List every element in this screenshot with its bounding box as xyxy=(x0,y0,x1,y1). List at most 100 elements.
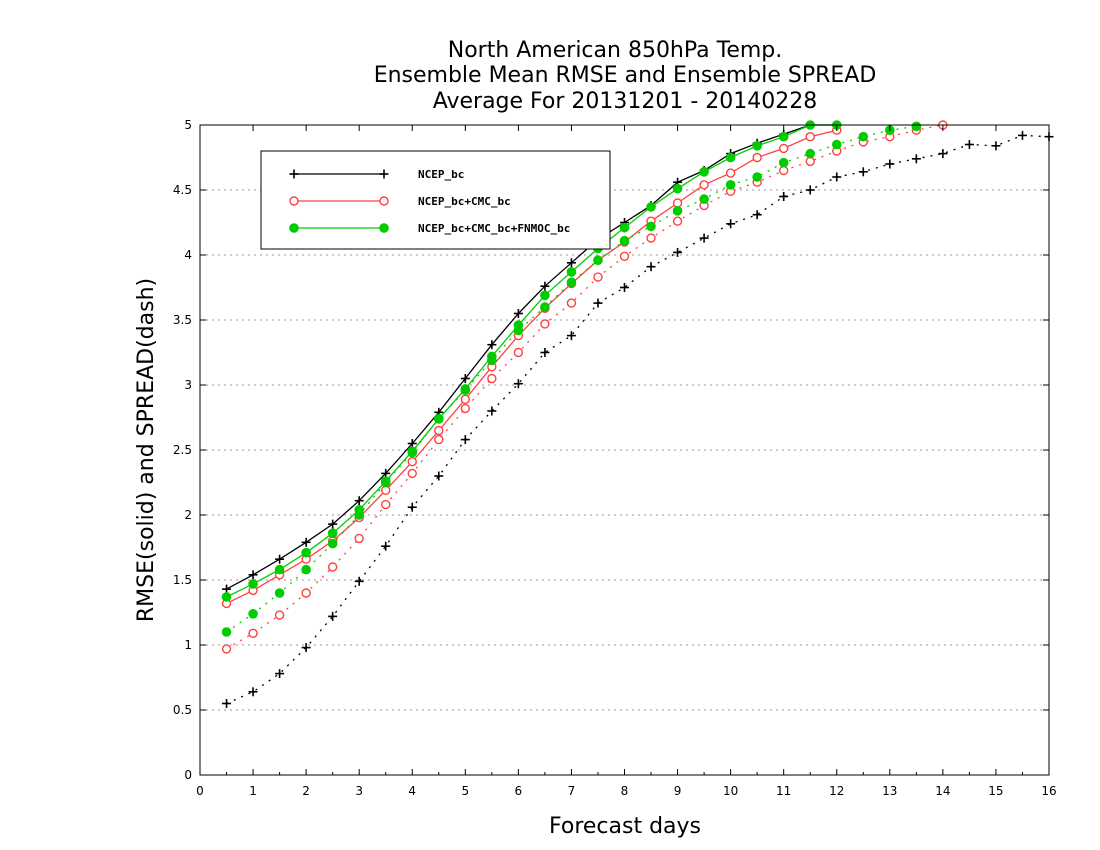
legend-item: NCEP_bc+CMC_bc xyxy=(289,195,511,208)
data-point xyxy=(487,340,497,350)
legend: NCEP_bc NCEP_bc+CMC_bc NCEP_bc+CMC_bc+FNMO… xyxy=(260,150,611,250)
data-point xyxy=(752,210,762,220)
legend-item: NCEP_bc+CMC_bc+FNMOC_bc xyxy=(289,222,570,235)
data-point xyxy=(513,325,524,336)
data-point xyxy=(699,180,709,190)
data-point xyxy=(221,592,232,602)
data-point xyxy=(725,168,736,178)
data-point xyxy=(248,579,258,589)
y-tick-label: 0 xyxy=(184,768,192,782)
data-point xyxy=(328,611,338,621)
data-point xyxy=(566,267,577,277)
data-point xyxy=(1017,130,1027,140)
data-point xyxy=(699,194,709,204)
y-tick-label: 3.5 xyxy=(173,313,192,327)
data-point xyxy=(832,172,842,182)
legend-box xyxy=(260,150,611,250)
data-point xyxy=(381,541,391,551)
data-point xyxy=(513,309,523,318)
y-tick-label: 5 xyxy=(184,118,192,132)
data-point xyxy=(858,167,868,177)
data-point xyxy=(327,528,338,539)
data-point xyxy=(540,281,550,291)
legend-marker xyxy=(289,223,299,233)
grid xyxy=(200,189,1049,711)
title-line-2: Ensemble Mean RMSE and Ensemble SPREAD xyxy=(374,63,877,88)
y-tick-label: 2 xyxy=(184,508,192,522)
data-point xyxy=(275,554,285,564)
data-point xyxy=(805,131,815,142)
data-point xyxy=(301,588,311,598)
data-point xyxy=(964,140,974,149)
data-point xyxy=(407,468,417,479)
data-point xyxy=(672,183,683,194)
data-point xyxy=(301,547,311,558)
data-point xyxy=(725,152,736,163)
series-ncep-bc-cmc-bc-fnmoc-bc-spread xyxy=(221,121,922,637)
data-point xyxy=(672,206,683,216)
data-point xyxy=(566,258,576,268)
data-point xyxy=(885,159,895,169)
x-axis-label: Forecast days xyxy=(549,814,701,839)
data-point xyxy=(619,251,630,261)
data-point xyxy=(672,198,683,208)
y-tick-label: 2.5 xyxy=(173,443,192,457)
data-point xyxy=(619,222,630,233)
y-tick-label: 0.5 xyxy=(173,703,192,717)
data-point xyxy=(380,477,391,488)
data-point xyxy=(354,496,364,506)
data-point xyxy=(221,644,232,654)
x-tick-label: 10 xyxy=(723,784,738,798)
x-tick-label: 11 xyxy=(776,784,791,798)
y-tick-label: 3 xyxy=(184,378,192,392)
data-point xyxy=(778,143,789,154)
legend-label: NCEP_bc+CMC_bc xyxy=(418,195,511,208)
legend-marker xyxy=(289,196,299,206)
data-point xyxy=(274,588,285,598)
data-point xyxy=(646,262,656,272)
data-point xyxy=(566,277,577,288)
data-point xyxy=(646,202,656,212)
x-axis: 0 1 2 3 4 5 6 7 8 9 10 11 12 13 14 15 16 xyxy=(196,125,1057,798)
legend-marker xyxy=(379,169,389,179)
x-tick-label: 8 xyxy=(621,784,629,798)
x-tick-label: 1 xyxy=(249,784,257,798)
data-point xyxy=(938,149,948,159)
y-tick-label: 4 xyxy=(184,248,192,262)
data-point xyxy=(381,485,391,495)
data-point xyxy=(274,564,285,575)
data-point xyxy=(487,406,497,416)
data-point xyxy=(460,374,470,383)
data-point xyxy=(619,235,630,246)
data-point xyxy=(434,425,444,436)
data-point xyxy=(460,435,470,445)
x-tick-label: 12 xyxy=(829,784,844,798)
data-point xyxy=(566,298,577,308)
chart-title: North American 850hPa Temp. Ensemble Mea… xyxy=(374,38,877,114)
data-point xyxy=(354,576,364,586)
data-point xyxy=(248,570,258,580)
y-axis: 0 0.5 1 1.5 2 2.5 3 3.5 4 4.5 5 xyxy=(173,118,1049,782)
legend-label: NCEP_bc+CMC_bc+FNMOC_bc xyxy=(418,222,570,235)
data-point xyxy=(301,643,311,653)
data-point xyxy=(221,627,232,637)
data-point xyxy=(301,564,311,575)
data-point xyxy=(540,302,550,312)
data-point xyxy=(831,139,842,150)
data-point xyxy=(460,385,471,396)
data-point xyxy=(354,533,364,544)
x-tick-label: 4 xyxy=(408,784,416,798)
data-point xyxy=(513,347,524,358)
data-point xyxy=(805,148,816,159)
data-point xyxy=(274,610,285,620)
data-point xyxy=(433,414,444,424)
data-point xyxy=(778,165,789,176)
data-point xyxy=(672,216,683,226)
data-point xyxy=(381,468,391,478)
data-point xyxy=(248,628,258,638)
data-point xyxy=(673,247,683,257)
data-point xyxy=(248,609,258,619)
data-point xyxy=(726,219,736,229)
data-point xyxy=(248,687,258,697)
